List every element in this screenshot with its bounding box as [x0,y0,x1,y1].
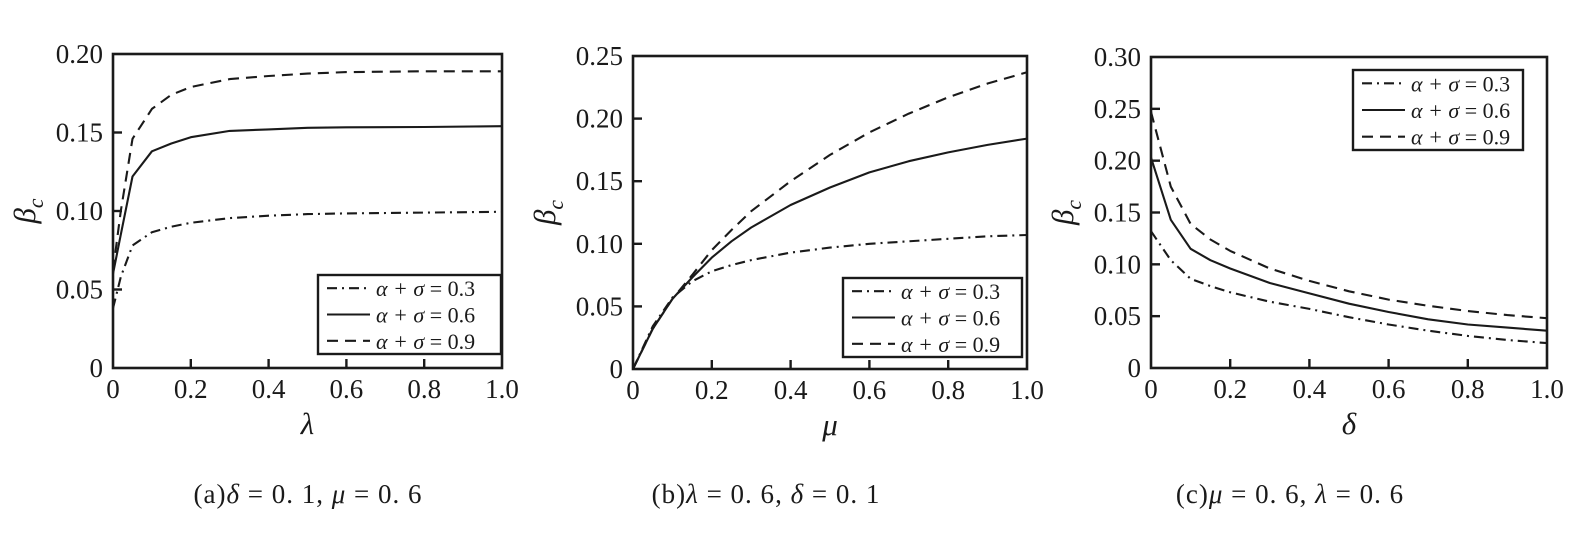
chart-a-y-tick-label: 0.15 [56,118,103,148]
chart-c-legend-label-1: α + σ = 0.6 [1411,98,1510,123]
chart-c-x-tick-label: 1.0 [1530,374,1564,404]
chart-b-y-tick-label: 0.25 [576,41,623,71]
chart-a-legend-label-2: α + σ = 0.9 [376,329,475,354]
chart-a-series-0 [111,210,503,309]
chart-b-legend: α + σ = 0.3α + σ = 0.6α + σ = 0.9 [841,276,1024,359]
chart-c-x-tick-label: 0.8 [1451,374,1485,404]
chart-c-y-tick-label: 0.30 [1094,42,1141,72]
chart-a-x-tick-label: 0.2 [174,374,208,404]
caption-a: (a)δ = 0. 1, μ = 0. 6 [193,479,422,510]
chart-b-x-tick-label: 1.0 [1010,375,1044,405]
chart-c-y-tick-label: 0.25 [1094,94,1141,124]
chart-c-legend-label-0: α + σ = 0.3 [1411,71,1510,96]
caption-b-var2: δ [790,479,805,509]
caption-a-var1: δ [226,479,240,509]
chart-a-series-2 [111,70,502,271]
chart-c-x-axis-label: δ [1342,406,1357,441]
chart-b-legend-label-0: α + σ = 0.3 [901,279,1000,304]
chart-c-y-tick-label: 0 [1128,353,1142,383]
caption-b-sep: , [775,479,791,509]
chart-c-y-axis-label: βc [1045,200,1086,226]
caption-b-prefix: (b) [651,479,687,509]
chart-a-x-tick-label: 0.6 [330,374,364,404]
caption-b-val1: = 0. 6 [698,479,776,509]
chart-a-legend-label-0: α + σ = 0.3 [376,276,475,301]
chart-a-legend-label-1: α + σ = 0.6 [376,303,475,328]
chart-c-legend-label-2: α + σ = 0.9 [1411,125,1510,150]
chart-a-x-tick-label: 0.8 [407,374,441,404]
chart-a-y-tick-label: 0.05 [56,275,103,305]
chart-b-series-2 [632,71,1028,370]
chart-c-x-tick-label: 0.6 [1372,374,1406,404]
chart-b-y-tick-label: 0 [610,354,624,384]
caption-b: (b)λ = 0. 6, δ = 0. 1 [652,479,881,510]
chart-a-y-tick-label: 0.10 [56,196,103,226]
chart-b-y-tick-label: 0.15 [576,166,623,196]
chart-c-y-tick-label: 0.15 [1094,198,1141,228]
caption-c: (c)μ = 0. 6, λ = 0. 6 [1176,479,1404,510]
chart-b-y-axis-label: βc [527,200,568,226]
caption-a-prefix: (a) [193,479,227,509]
chart-b-x-tick-label: 0 [626,375,640,405]
chart-c-x-tick-label: 0.4 [1293,374,1327,404]
chart-a-y-axis-label: βc [7,198,48,224]
chart-c-legend: α + σ = 0.3α + σ = 0.6α + σ = 0.9 [1351,68,1525,152]
caption-a-val1: = 0. 1 [240,479,317,509]
chart-a: 0 0.2 0.4 0.6 0.8 1.0 0 0.05 0.10 0.15 0.20 λ βc α + … [7,39,519,441]
caption-c-prefix: (c) [1175,479,1209,509]
caption-a-var2: μ [331,479,347,509]
chart-b-y-tick-label: 0.05 [576,291,623,321]
chart-c-x-tick-label: 0 [1144,374,1158,404]
chart-b-y-tick-label: 0.20 [576,104,623,134]
chart-a-x-tick-label: 1.0 [485,374,519,404]
chart-a-series-1 [111,125,503,275]
caption-c-var1: μ [1208,479,1224,509]
caption-a-sep: , [316,479,332,509]
chart-a-x-tick-label: 0 [106,374,120,404]
chart-c-series-2 [1149,111,1548,320]
chart-b-x-tick-label: 0.2 [695,375,729,405]
chart-b-y-tick-label: 0.10 [576,229,623,259]
chart-a-y-tick-label: 0.20 [56,39,103,69]
chart-c-x-tick-label: 0.2 [1213,374,1247,404]
caption-c-sep: , [1299,479,1316,509]
chart-a-legend: α + σ = 0.3α + σ = 0.6α + σ = 0.9 [316,273,503,356]
caption-c-val1: = 0. 6 [1223,479,1300,509]
chart-b-legend-label-1: α + σ = 0.6 [901,306,1000,331]
chart-c-series-0 [1150,230,1548,345]
chart-b-series-1 [632,137,1028,370]
chart-b-x-tick-label: 0.6 [853,375,887,405]
chart-b: 0 0.2 0.4 0.6 0.8 1.0 0 0.05 0.10 0.15 0.20 0.25 μ βc… [527,41,1044,442]
chart-c-y-tick-label: 0.10 [1094,249,1141,279]
caption-b-val2: = 0. 1 [804,479,881,509]
chart-a-x-tick-label: 0.4 [252,374,286,404]
chart-c-series-1 [1149,157,1548,332]
chart-c: 0 0.2 0.4 0.6 0.8 1.0 0 0.05 0.10 0.15 0.20 0.25 0.3… [1045,42,1564,441]
caption-c-val2: = 0. 6 [1327,479,1405,509]
chart-c-y-tick-label: 0.05 [1094,301,1141,331]
caption-b-var1: λ [686,479,699,509]
chart-b-x-axis-label: μ [821,407,838,442]
chart-b-x-tick-label: 0.8 [931,375,965,405]
caption-a-val2: = 0. 6 [346,479,423,509]
chart-b-plot-border [631,54,1029,371]
chart-a-x-axis-label: λ [300,406,314,441]
chart-b-x-tick-label: 0.4 [774,375,808,405]
caption-c-var2: λ [1315,479,1328,509]
chart-c-y-tick-label: 0.20 [1094,146,1141,176]
chart-a-y-tick-label: 0 [90,353,104,383]
chart-b-legend-label-2: α + σ = 0.9 [901,332,1000,357]
